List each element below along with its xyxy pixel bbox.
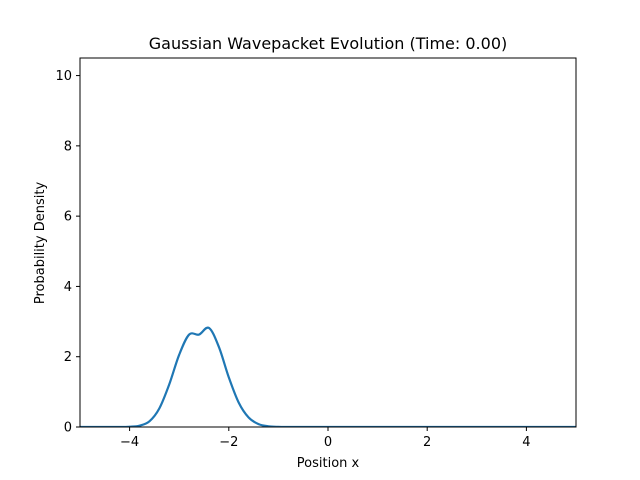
x-tick-label: 2 (423, 435, 431, 450)
x-axis-label: Position x (297, 456, 360, 471)
y-tick-label: 0 (64, 421, 72, 436)
x-tick-label: 0 (324, 435, 332, 450)
chart-title: Gaussian Wavepacket Evolution (Time: 0.0… (149, 34, 508, 53)
y-tick-label: 8 (64, 139, 72, 154)
axes-frame (79, 57, 577, 428)
y-tick-label: 2 (64, 350, 72, 365)
x-tick-label: −2 (219, 435, 238, 450)
tick-layer: −4 −2 0 2 4 0 2 4 6 8 10 (55, 69, 530, 450)
x-tick-label: 4 (522, 435, 530, 450)
y-axis-label: Probability Density (33, 182, 48, 305)
plot-layer (80, 326, 576, 427)
y-tick-label: 6 (64, 210, 72, 225)
y-tick-label: 4 (64, 280, 72, 295)
series-line-0 (80, 326, 576, 427)
x-tick-label: −4 (120, 435, 139, 450)
y-tick-label: 10 (55, 69, 72, 84)
